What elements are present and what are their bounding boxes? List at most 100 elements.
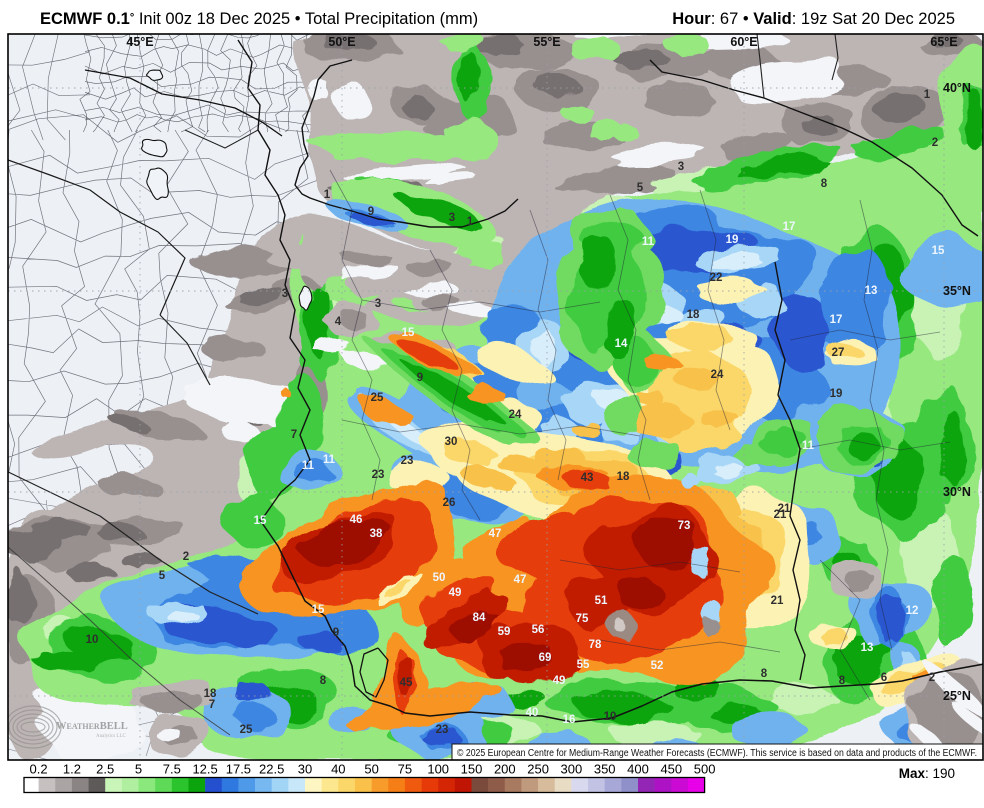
svg-text:2: 2 (929, 672, 935, 684)
svg-text:1: 1 (924, 89, 931, 101)
svg-text:© 2025 European Centre for Med: © 2025 European Centre for Medium-Range … (457, 748, 977, 759)
svg-text:100: 100 (427, 762, 449, 777)
svg-text:51: 51 (595, 595, 608, 607)
svg-text:75: 75 (398, 762, 412, 777)
svg-text:19: 19 (830, 388, 843, 400)
svg-text:17: 17 (830, 314, 843, 326)
svg-text:25: 25 (240, 724, 253, 736)
svg-text:27: 27 (832, 347, 845, 359)
svg-text:1: 1 (467, 216, 474, 228)
svg-text:9: 9 (368, 206, 374, 218)
svg-text:14: 14 (615, 338, 628, 350)
svg-text:19: 19 (726, 234, 739, 246)
svg-text:Hour: 67 • Valid: 19z Sat 20 D: Hour: 67 • Valid: 19z Sat 20 Dec 2025 (672, 10, 955, 28)
svg-text:59: 59 (498, 626, 511, 638)
svg-text:23: 23 (436, 724, 449, 736)
svg-text:18: 18 (204, 688, 217, 700)
svg-text:11: 11 (302, 460, 315, 472)
svg-text:30: 30 (298, 762, 312, 777)
svg-text:69: 69 (539, 652, 552, 664)
svg-text:45°E: 45°E (126, 35, 153, 49)
svg-text:500: 500 (694, 762, 716, 777)
svg-text:50: 50 (433, 572, 446, 584)
svg-text:21: 21 (778, 503, 791, 515)
svg-text:24: 24 (509, 409, 522, 421)
svg-text:38: 38 (370, 528, 383, 540)
svg-text:4: 4 (335, 316, 342, 328)
svg-text:5: 5 (159, 570, 166, 582)
svg-text:84: 84 (473, 612, 486, 624)
svg-text:40: 40 (331, 762, 345, 777)
svg-text:56: 56 (532, 624, 545, 636)
svg-text:Max: 190: Max: 190 (899, 766, 955, 781)
svg-text:8: 8 (761, 668, 768, 680)
svg-text:73: 73 (678, 520, 691, 532)
svg-text:47: 47 (489, 528, 502, 540)
svg-text:8: 8 (320, 675, 327, 687)
svg-text:17.5: 17.5 (226, 762, 251, 777)
svg-text:3: 3 (282, 288, 288, 300)
svg-text:Analytics LLC: Analytics LLC (96, 734, 127, 739)
svg-text:25°N: 25°N (943, 689, 971, 703)
svg-text:15: 15 (402, 327, 415, 339)
svg-text:300: 300 (561, 762, 583, 777)
svg-text:55: 55 (577, 659, 590, 671)
svg-text:18: 18 (617, 471, 630, 483)
svg-text:40: 40 (526, 707, 539, 719)
svg-text:3: 3 (678, 161, 684, 173)
svg-text:13: 13 (865, 285, 878, 297)
svg-text:200: 200 (494, 762, 516, 777)
svg-text:18: 18 (687, 309, 700, 321)
svg-text:50: 50 (364, 762, 378, 777)
svg-text:21: 21 (771, 595, 784, 607)
svg-text:ECMWF 0.1° Init 00z 18 Dec 202: ECMWF 0.1° Init 00z 18 Dec 2025 • Total … (40, 10, 478, 28)
svg-text:10: 10 (604, 711, 617, 723)
svg-text:47: 47 (514, 574, 527, 586)
svg-text:2: 2 (183, 551, 189, 563)
svg-text:15: 15 (254, 515, 267, 527)
svg-text:45: 45 (400, 677, 413, 689)
svg-text:26: 26 (443, 497, 456, 509)
svg-text:49: 49 (553, 675, 566, 687)
svg-text:50°E: 50°E (328, 35, 355, 49)
svg-text:23: 23 (372, 469, 385, 481)
svg-text:10: 10 (86, 634, 99, 646)
svg-text:11: 11 (642, 236, 655, 248)
svg-text:15: 15 (932, 245, 945, 257)
svg-text:43: 43 (581, 472, 594, 484)
svg-text:400: 400 (627, 762, 649, 777)
svg-text:6: 6 (881, 672, 887, 684)
svg-text:11: 11 (802, 440, 815, 452)
svg-text:21: 21 (774, 509, 787, 521)
svg-text:450: 450 (660, 762, 682, 777)
svg-text:5: 5 (135, 762, 142, 777)
svg-text:22: 22 (710, 272, 723, 284)
svg-text:2.5: 2.5 (96, 762, 114, 777)
svg-text:60°E: 60°E (730, 35, 757, 49)
svg-text:16: 16 (563, 714, 576, 726)
svg-text:30°N: 30°N (943, 485, 971, 499)
svg-text:12.5: 12.5 (192, 762, 217, 777)
svg-text:WEATHERBELL: WEATHERBELL (56, 721, 128, 732)
svg-text:11: 11 (323, 454, 336, 466)
svg-text:2: 2 (932, 137, 938, 149)
svg-text:12: 12 (906, 605, 919, 617)
svg-text:46: 46 (350, 514, 363, 526)
svg-text:1.2: 1.2 (63, 762, 81, 777)
svg-text:3: 3 (375, 298, 381, 310)
svg-text:24: 24 (711, 369, 724, 381)
svg-text:350: 350 (594, 762, 616, 777)
svg-text:65°E: 65°E (930, 35, 957, 49)
svg-text:7: 7 (291, 429, 297, 441)
svg-text:250: 250 (527, 762, 549, 777)
svg-text:22.5: 22.5 (259, 762, 284, 777)
svg-text:30: 30 (445, 436, 458, 448)
svg-text:49: 49 (449, 587, 462, 599)
svg-text:5: 5 (637, 182, 644, 194)
svg-text:7.5: 7.5 (163, 762, 181, 777)
svg-text:1: 1 (324, 189, 331, 201)
svg-text:75: 75 (576, 613, 589, 625)
svg-text:23: 23 (401, 455, 414, 467)
svg-text:52: 52 (651, 660, 664, 672)
svg-text:9: 9 (333, 627, 339, 639)
